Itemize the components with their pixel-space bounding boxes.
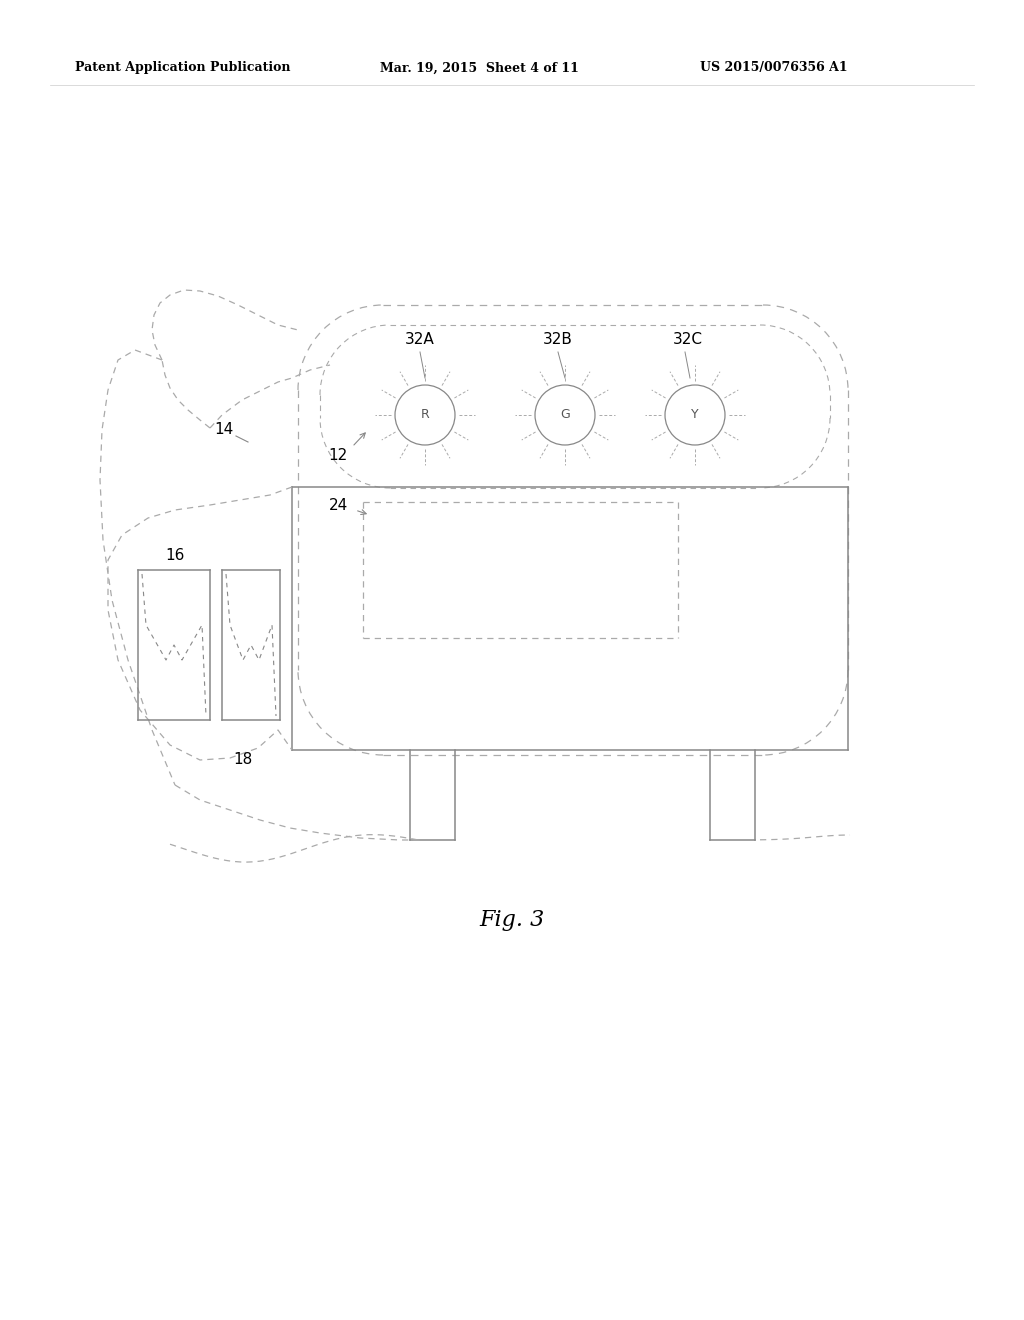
Text: 32B: 32B bbox=[543, 333, 573, 347]
Text: Fig. 3: Fig. 3 bbox=[479, 909, 545, 931]
Text: 16: 16 bbox=[165, 548, 184, 562]
Text: Mar. 19, 2015  Sheet 4 of 11: Mar. 19, 2015 Sheet 4 of 11 bbox=[380, 62, 579, 74]
Text: 32A: 32A bbox=[406, 333, 435, 347]
Text: US 2015/0076356 A1: US 2015/0076356 A1 bbox=[700, 62, 848, 74]
Text: Y: Y bbox=[691, 408, 698, 421]
Text: 12: 12 bbox=[329, 447, 347, 462]
Text: Patent Application Publication: Patent Application Publication bbox=[75, 62, 291, 74]
Text: R: R bbox=[421, 408, 429, 421]
Text: 24: 24 bbox=[329, 498, 347, 512]
Text: G: G bbox=[560, 408, 570, 421]
Text: 14: 14 bbox=[214, 422, 233, 437]
Text: 18: 18 bbox=[233, 752, 253, 767]
Text: 32C: 32C bbox=[673, 333, 703, 347]
